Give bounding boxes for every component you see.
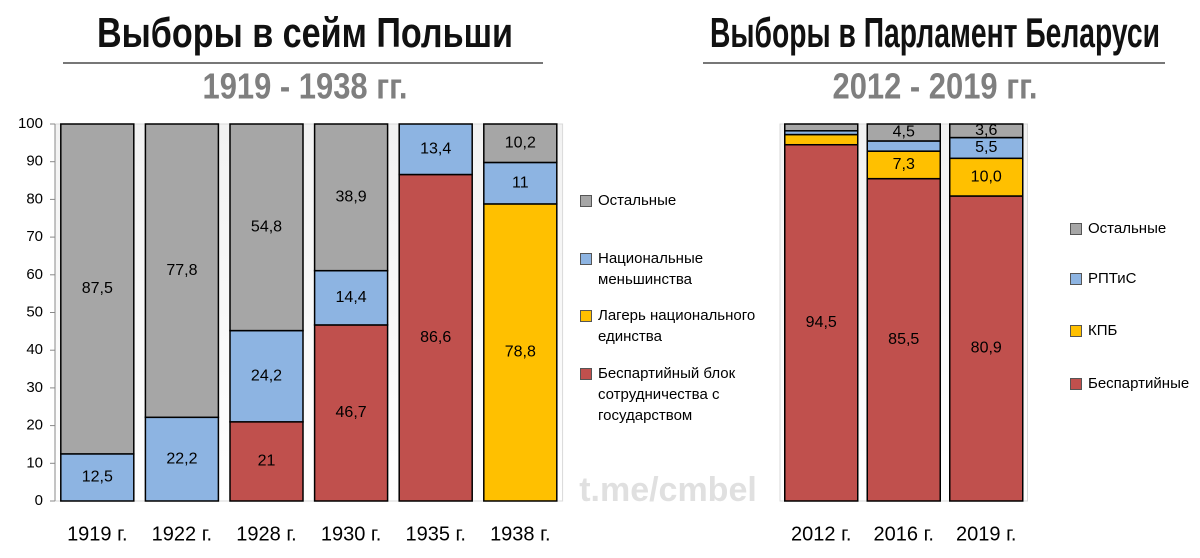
- legend-label: Беспартийные: [1088, 375, 1190, 392]
- bar-segment: [313, 123, 389, 272]
- legend-item: Беспартийные: [1070, 373, 1200, 394]
- legend-swatch: [1070, 325, 1082, 337]
- plot-area: [54, 123, 564, 502]
- value-label: 5,5: [975, 139, 997, 156]
- value-label: 4,5: [893, 124, 915, 141]
- bar-segment: [866, 123, 941, 142]
- y-tick-label: 10: [26, 454, 43, 471]
- bar-segment: [483, 161, 558, 205]
- legend-label: Лагерь национального единства: [598, 307, 756, 345]
- x-tick-label: 1922 г.: [152, 523, 212, 545]
- bar-segment: [866, 140, 941, 152]
- legend-label: РПТиС: [1088, 270, 1137, 287]
- legend-label: Национальные меньшинства: [598, 250, 704, 288]
- x-tick-label: 2019 г.: [956, 523, 1016, 545]
- legend-item: РПТиС: [1070, 268, 1200, 289]
- bar-segment: [313, 269, 389, 326]
- legend-item: Беспартийный блок сотрудничества с госуд…: [580, 363, 788, 426]
- legend-item: Лагерь национального единства: [580, 305, 788, 347]
- bar-segment: [866, 177, 941, 502]
- bar-segment: [229, 329, 304, 423]
- value-label: 46,7: [336, 404, 367, 421]
- legend-label: Остальные: [1088, 220, 1167, 237]
- bar-segment: [483, 203, 558, 502]
- x-tick-label: 1928 г.: [236, 523, 296, 545]
- value-label: 22,2: [166, 450, 197, 467]
- value-label: 10,0: [971, 168, 1002, 185]
- y-tick-label: 50: [26, 303, 43, 320]
- legend-swatch: [580, 310, 592, 322]
- bar-segment: [229, 421, 304, 502]
- value-label: 10,2: [505, 134, 536, 151]
- y-tick-label: 70: [26, 228, 43, 245]
- bar-segment: [784, 143, 859, 502]
- chart-title: Выборы в Парламент Беларуси: [710, 9, 1160, 56]
- legend-swatch: [1070, 273, 1082, 285]
- legend-swatch: [580, 195, 592, 207]
- chart-subtitle: 1919 - 1938 гг.: [203, 66, 408, 107]
- x-tick-label: 1938 г.: [490, 523, 550, 545]
- y-tick-label: 30: [26, 379, 43, 396]
- legend-item: Остальные: [580, 190, 788, 211]
- value-label: 85,5: [888, 331, 919, 348]
- legend-swatch: [1070, 223, 1082, 235]
- value-label: 94,5: [806, 314, 837, 331]
- value-label: 86,6: [420, 329, 451, 346]
- legend-label: Беспартийный блок сотрудничества с госуд…: [598, 365, 736, 424]
- value-label: 54,8: [251, 219, 282, 236]
- x-tick-label: 2012 г.: [791, 523, 851, 545]
- bar-segment: [229, 123, 304, 332]
- bar-segment: [949, 123, 1024, 139]
- y-tick-label: 20: [26, 417, 43, 434]
- bar-segment: [398, 123, 473, 176]
- bar-segment: [313, 324, 389, 502]
- bar-segment: [144, 123, 220, 419]
- value-label: 24,2: [251, 367, 282, 384]
- x-tick-label: 1935 г.: [405, 523, 465, 545]
- x-tick-label: 2016 г.: [874, 523, 934, 545]
- bar-segment: [144, 416, 220, 502]
- bar-segment: [784, 123, 859, 132]
- legend-swatch: [1070, 378, 1082, 390]
- chart-title: Выборы в сейм Польши: [97, 9, 513, 56]
- value-label: 13,4: [420, 140, 451, 157]
- bar-segment: [949, 195, 1024, 502]
- value-label: 14,4: [336, 289, 367, 306]
- value-label: 78,8: [505, 344, 536, 361]
- legend-swatch: [580, 368, 592, 380]
- bar-segment: [398, 173, 473, 502]
- legend-swatch: [580, 253, 592, 265]
- y-tick-label: 60: [26, 266, 43, 283]
- legend-item: КПБ: [1070, 320, 1200, 341]
- legend-item: Национальные меньшинства: [580, 248, 788, 290]
- value-label: 77,8: [166, 262, 197, 279]
- bar-segment: [60, 123, 135, 455]
- y-tick-label: 100: [18, 115, 43, 132]
- x-tick-label: 1919 г.: [67, 523, 127, 545]
- bar-segment: [784, 133, 859, 146]
- legend-label: КПБ: [1088, 322, 1118, 339]
- value-label: 11: [512, 174, 529, 191]
- y-tick-label: 0: [35, 492, 43, 509]
- value-label: 38,9: [336, 189, 367, 206]
- value-label: 7,3: [893, 156, 915, 173]
- y-tick-label: 90: [26, 153, 43, 170]
- value-label: 21: [258, 453, 276, 470]
- bar-segment: [483, 123, 558, 164]
- value-label: 3,6: [975, 122, 997, 139]
- legend-item: Остальные: [1070, 218, 1200, 239]
- legend-label: Остальные: [598, 192, 677, 209]
- bar-segment: [866, 150, 941, 180]
- value-label: 87,5: [82, 280, 113, 297]
- watermark: t.me/cmbel: [579, 471, 757, 509]
- value-label: 12,5: [82, 469, 113, 486]
- chart-subtitle: 2012 - 2019 гг.: [833, 66, 1038, 107]
- value-label: 80,9: [971, 340, 1002, 357]
- y-tick-label: 80: [26, 190, 43, 207]
- x-tick-label: 1930 г.: [321, 523, 381, 545]
- y-tick-label: 40: [26, 341, 43, 358]
